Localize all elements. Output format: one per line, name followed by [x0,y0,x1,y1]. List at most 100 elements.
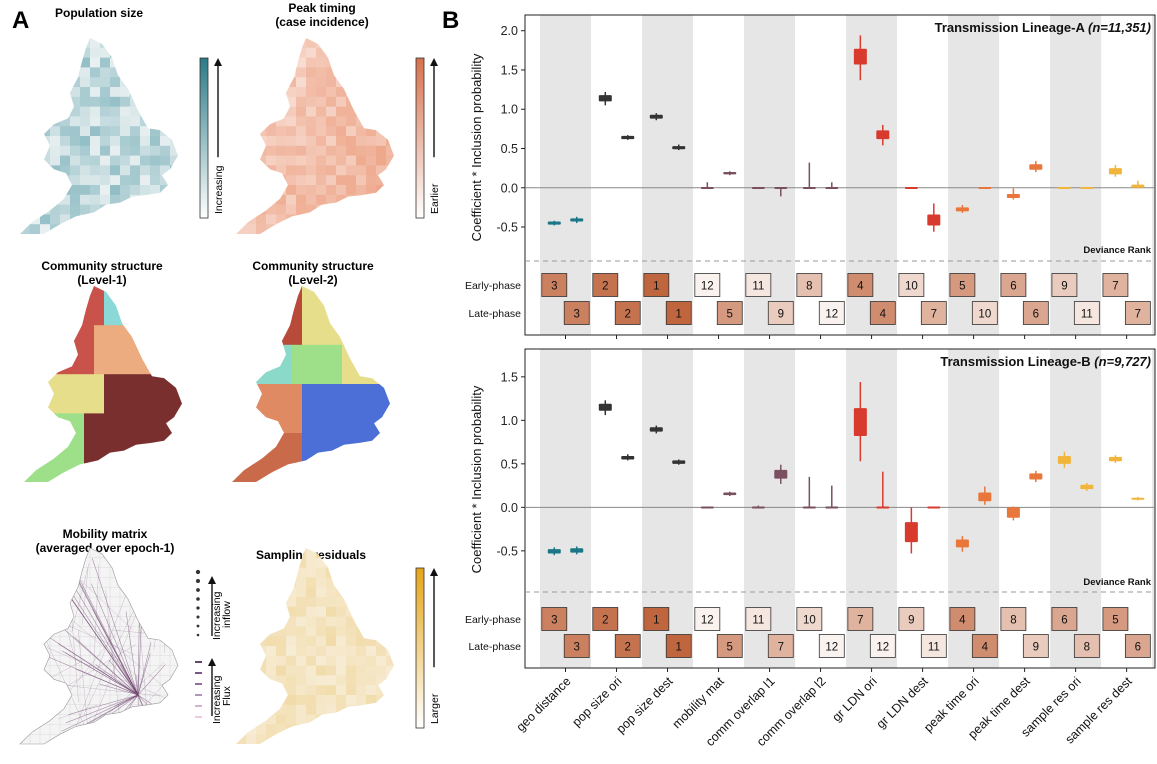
map-region [160,165,171,176]
map-region [34,403,45,414]
flux-arrowhead [208,658,216,666]
map-region [262,384,273,395]
mobility-edge [71,598,139,696]
map-region [60,77,71,88]
map-region [296,155,307,166]
map-region [312,335,323,346]
map-region [376,567,387,578]
map-region [174,364,182,375]
map-region [366,116,377,127]
map-region [316,57,327,68]
map-region [326,577,337,588]
map-region [134,442,145,454]
map-region [114,295,125,307]
y-tick-label: 0.5 [501,457,518,471]
map-region [34,442,45,454]
map-region [50,77,61,88]
map-region [170,175,178,186]
map-region [396,185,407,195]
rank-cell [745,273,772,297]
map-region [296,145,307,157]
map-title: Community structure [41,259,163,273]
map-region [110,165,121,176]
map-region [130,155,141,166]
map-region [60,214,71,225]
map-region [386,175,394,186]
map-region [79,734,91,744]
map-region [40,155,51,166]
map-region [134,354,145,365]
map-region [160,214,171,225]
map-region [242,374,253,385]
box-body [1108,456,1122,462]
map-region [396,97,407,107]
map-region [124,472,135,482]
map-region [40,204,51,215]
map-region [94,354,105,365]
mobility-edge [137,642,152,696]
map-region [276,116,287,127]
map-region [266,67,277,78]
map-region [316,155,327,166]
map-region [59,616,71,628]
map-region [119,587,131,598]
map-region [356,567,367,578]
map-region [386,655,394,667]
map-region [180,705,191,715]
map-region [90,224,101,234]
map-region [124,433,135,444]
map-region [276,57,287,68]
rank-cell [592,273,619,297]
map-region [296,165,307,176]
map-region [282,452,293,463]
rank-value: 10 [978,309,991,321]
map-region [80,87,91,98]
map-region [386,616,394,627]
map-region [386,587,394,598]
map-region [124,442,135,454]
map-region [266,145,277,157]
map-region [74,305,85,316]
map-region [94,433,105,444]
rank-cell [665,301,692,325]
map-region [292,433,303,444]
mobility-edge [43,588,48,614]
map-region [64,335,75,346]
map-region [356,665,367,676]
map-region [149,557,161,569]
map-region [164,305,175,316]
box-body [774,469,788,479]
map-region [34,295,45,307]
map-region [144,364,155,375]
map-region [306,106,317,117]
map-region [236,67,247,78]
map-region [104,413,115,424]
map-region [262,472,273,482]
map-region [134,384,145,395]
map-region [34,364,45,375]
map-region [346,57,357,68]
map-region [252,413,263,424]
map-region [29,606,41,618]
box-body [904,186,918,189]
map-region [180,185,191,195]
map-region [356,655,367,667]
map-region [90,194,101,206]
map-region [252,433,263,444]
map-region [286,47,297,59]
map-region [29,557,41,569]
map-region [372,393,383,405]
map-region [129,567,141,579]
map-region [80,57,91,68]
map-region [366,204,377,215]
map-region [346,47,357,59]
map-region [54,374,65,385]
map-region [322,374,333,385]
map-region [134,413,145,424]
map-region [296,57,307,68]
map-region [134,325,145,336]
map-region [184,315,195,325]
map-region [276,724,287,735]
map-region [296,557,307,569]
map-region [242,462,253,473]
